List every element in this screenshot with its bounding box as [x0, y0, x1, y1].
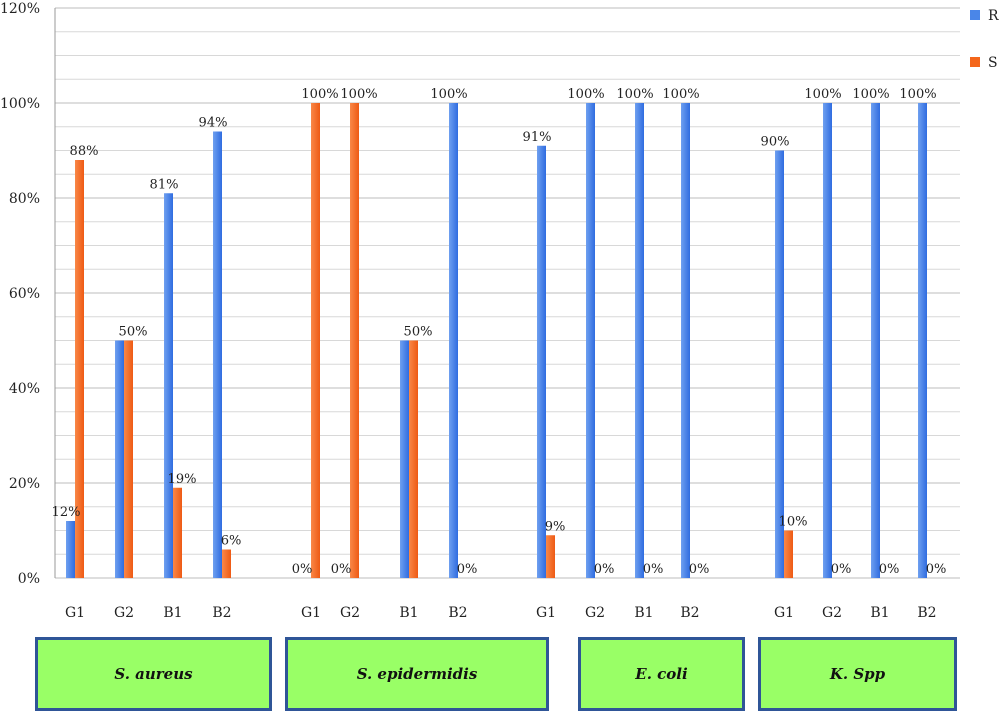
bar-r [823, 103, 832, 578]
data-labels: 12% 88% 50% 81% 19% 94% 6% 0% 100% 0% 100% 50% 100% 0… [52, 87, 947, 577]
data-label: 50% [119, 325, 148, 340]
x-tick-label: G2 [114, 605, 134, 621]
x-tick-label: B2 [448, 605, 467, 621]
bar-s [311, 103, 320, 578]
data-label: 19% [168, 472, 197, 487]
group-label-box: K. Spp [758, 637, 957, 711]
legend-swatch-s [970, 57, 980, 67]
y-tick-label: 20% [9, 476, 40, 492]
bar-r [775, 150, 784, 578]
data-label: 12% [52, 505, 81, 520]
bar-r [66, 521, 75, 578]
group-label: S. epidermidis [356, 665, 478, 683]
legend: RS [970, 8, 999, 71]
data-label: 100% [852, 87, 889, 102]
data-label: 0% [331, 562, 352, 577]
data-label: 100% [662, 87, 699, 102]
data-label: 94% [199, 116, 228, 131]
data-label: 9% [545, 519, 566, 534]
x-tick-label: B1 [163, 605, 182, 621]
x-tick-label: G1 [774, 605, 794, 621]
data-label: 100% [567, 87, 604, 102]
x-tick-label: B2 [212, 605, 231, 621]
y-tick-label: 0% [18, 571, 40, 587]
x-tick-label: G1 [301, 605, 321, 621]
x-tick-label: G2 [585, 605, 605, 621]
bar-s [350, 103, 359, 578]
x-axis: G1 G2 B1 B2 G1 G2 B1 B2 G1 G2 B1 B2 G1 G2 B1 B2 [65, 605, 937, 621]
group-label-box: S. aureus [35, 637, 272, 711]
data-label: 100% [301, 87, 338, 102]
x-tick-label: B2 [917, 605, 936, 621]
y-tick-label: 40% [9, 381, 40, 397]
x-tick-label: B1 [870, 605, 889, 621]
data-label: 0% [643, 562, 664, 577]
x-tick-label: G1 [536, 605, 556, 621]
y-tick-label: 120% [0, 1, 40, 17]
bar-r [537, 145, 546, 578]
data-label: 100% [430, 87, 467, 102]
bar-r [115, 340, 124, 578]
x-tick-label: B1 [634, 605, 653, 621]
group-label: K. Spp [829, 665, 886, 683]
legend-label: S [988, 55, 998, 71]
y-tick-label: 100% [0, 96, 40, 112]
data-label: 10% [779, 515, 808, 530]
x-tick-label: B1 [399, 605, 418, 621]
data-label: 0% [292, 562, 313, 577]
group-label-box: E. coli [578, 637, 745, 711]
bar-s [124, 340, 133, 578]
data-label: 100% [616, 87, 653, 102]
data-label: 0% [457, 562, 478, 577]
bar-r [681, 103, 690, 578]
y-axis: 0% 20% 40% 60% 80% 100% 120% [0, 1, 56, 587]
bar-r [918, 103, 927, 578]
bars [66, 103, 927, 578]
data-label: 0% [689, 562, 710, 577]
x-tick-label: G2 [340, 605, 360, 621]
data-label: 81% [150, 177, 179, 192]
data-label: 0% [831, 562, 852, 577]
x-tick-label: B2 [680, 605, 699, 621]
bar-r [400, 340, 409, 578]
x-tick-label: G1 [65, 605, 85, 621]
x-tick-label: G2 [822, 605, 842, 621]
data-label: 90% [761, 135, 790, 150]
data-label: 6% [221, 534, 242, 549]
bar-r [635, 103, 644, 578]
bar-s [784, 530, 793, 578]
data-label: 100% [804, 87, 841, 102]
data-label: 100% [899, 87, 936, 102]
y-tick-label: 80% [9, 191, 40, 207]
bar-s [75, 160, 84, 578]
data-label: 0% [594, 562, 615, 577]
data-label: 100% [340, 87, 377, 102]
data-label: 0% [879, 562, 900, 577]
bar-s [409, 340, 418, 578]
bar-r [164, 193, 173, 578]
bar-r [586, 103, 595, 578]
bar-s [173, 487, 182, 578]
bar-r [213, 131, 222, 578]
legend-swatch-r [970, 10, 980, 20]
grid [55, 7, 960, 579]
group-label: E. coli [635, 665, 688, 683]
bar-r [871, 103, 880, 578]
data-label: 0% [926, 562, 947, 577]
group-label-box: S. epidermidis [285, 637, 549, 711]
legend-label: R [988, 8, 999, 24]
y-tick-label: 60% [9, 286, 40, 302]
data-label: 91% [523, 130, 552, 145]
group-label: S. aureus [114, 665, 193, 683]
bar-r [449, 103, 458, 578]
data-label: 50% [404, 325, 433, 340]
bar-s [222, 549, 231, 578]
data-label: 88% [70, 144, 99, 159]
bar-s [546, 535, 555, 578]
